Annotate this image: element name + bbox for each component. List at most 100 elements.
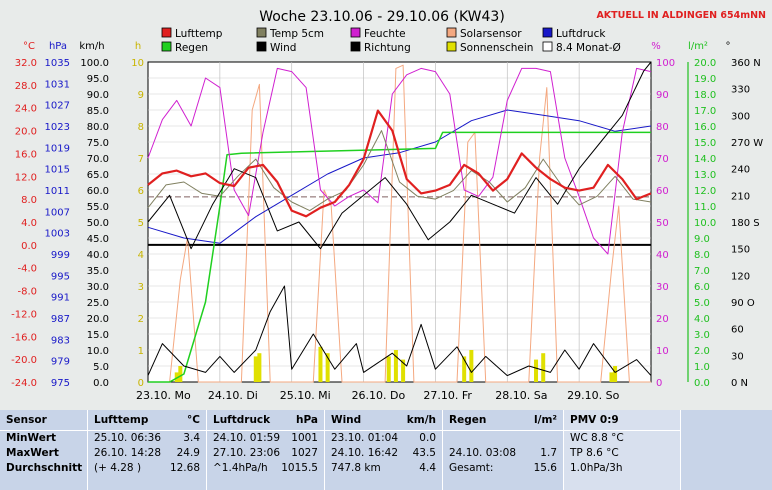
tick-h-1: 9: [138, 90, 144, 101]
tick-deg-8: 120: [731, 271, 750, 282]
x-label-6: 29.10. So: [567, 389, 619, 402]
stats-cell-value: 15.6: [533, 462, 557, 474]
tick-lm2-12: 8.0: [694, 250, 710, 261]
tick-pct-6: 40: [656, 250, 669, 261]
tick-h-4: 6: [138, 186, 144, 197]
stats-cell-value: 4.4: [419, 462, 436, 474]
tick-lm2-11: 9.0: [694, 234, 710, 245]
stats-cell-pmv-2: 1.0hPa/3h: [564, 461, 680, 476]
tick-pct-7: 30: [656, 282, 669, 293]
tick-kmh-4: 80.0: [87, 122, 109, 133]
series-line-solarsensor: [148, 64, 651, 383]
tick-hpa-3: 1023: [45, 122, 70, 133]
sunshine-bar-12: [541, 353, 546, 382]
axis-unit-2: km/h: [79, 41, 104, 52]
sunshine-bar-11: [534, 359, 539, 382]
stats-cell-sensor-0: MinWert: [0, 431, 87, 446]
legend: Lufttemp Temp 5cm Feuchte Solarsensor Luftdr…: [161, 27, 621, 54]
legend-swatch-7: [350, 41, 361, 52]
legend-label-3: Solarsensor: [460, 28, 522, 40]
tick-celsius-3: 20.0: [15, 127, 37, 138]
stats-header-label: Sensor: [6, 414, 47, 426]
stats-cell-label: 24.10. 01:59: [213, 432, 280, 444]
tick-deg-0: 360 N: [731, 58, 761, 69]
tick-hpa-1: 1031: [45, 79, 70, 90]
tick-lm2-9: 11.0: [694, 202, 716, 213]
stats-cell-label: Gesamt:: [449, 462, 494, 474]
tick-kmh-20: 0.0: [93, 378, 109, 389]
tick-hpa-13: 983: [51, 335, 70, 346]
tick-h-3: 7: [138, 154, 144, 165]
stats-cell-value: 1.7: [540, 447, 557, 459]
stats-cell-wind-1: 24.10. 16:42 43.5: [325, 446, 442, 461]
series-line-lufttemp: [147, 109, 652, 218]
tick-deg-6: 180 S: [731, 218, 760, 229]
stats-header-unit: km/h: [406, 414, 436, 426]
tick-kmh-3: 85.0: [87, 106, 109, 117]
stats-cell-regen-1: 24.10. 03:08 1.7: [443, 446, 563, 461]
tick-hpa-5: 1015: [45, 165, 70, 176]
stats-cell-label: 23.10. 01:04: [331, 432, 398, 444]
axis-unit-4: %: [651, 41, 661, 52]
axis-unit-6: °: [726, 41, 731, 52]
tick-celsius-0: 32.0: [15, 58, 37, 69]
stats-header-unit: hPa: [296, 414, 318, 426]
stats-cell-lufttemp-1: 26.10. 14:28 24.9: [88, 446, 206, 461]
stats-cell-label: 1.0hPa/3h: [570, 462, 623, 474]
tick-celsius-6: 8.0: [21, 195, 37, 206]
legend-swatch-2: [350, 27, 361, 38]
axis-unit-labels: °C hPa km/h h% l/m² °: [23, 41, 730, 52]
tick-h-2: 8: [138, 122, 144, 133]
tick-kmh-10: 50.0: [87, 218, 109, 229]
stats-cell-sensor-1: MaxWert: [0, 446, 87, 461]
tick-hpa-2: 1027: [45, 101, 70, 112]
tick-deg-7: 150: [731, 245, 750, 256]
stats-header-lufttemp: Lufttemp °C: [88, 410, 206, 431]
tick-kmh-19: 5.0: [93, 362, 109, 373]
sunshine-bar-5: [325, 353, 330, 382]
sunshine-bar-3: [257, 353, 262, 382]
series-line-temp-5cm: [147, 130, 652, 212]
stats-cell-label: 26.10. 14:28: [94, 447, 161, 459]
tick-pct-8: 20: [656, 314, 669, 325]
stats-cell-lufttemp-2: (+ 4.28 ) 12.68: [88, 461, 206, 476]
legend-label-6: Wind: [270, 42, 296, 54]
tick-pct-4: 60: [656, 186, 669, 197]
tick-h-8: 2: [138, 314, 144, 325]
stats-column-sensor: Sensor MinWert MaxWert Durchschnitt: [0, 410, 88, 490]
tick-hpa-14: 979: [51, 357, 70, 368]
stats-cell-value: 12.68: [169, 462, 200, 474]
tick-h-6: 4: [138, 250, 144, 261]
legend-label-0: Lufttemp: [175, 28, 223, 40]
stats-cell-label: TP 8.6 °C: [570, 447, 619, 459]
tick-celsius-14: -24.0: [11, 378, 37, 389]
tick-kmh-14: 30.0: [87, 282, 109, 293]
tick-kmh-9: 55.0: [87, 202, 109, 213]
stats-cell-value: 1027: [291, 447, 318, 459]
sunshine-bar-7: [393, 350, 398, 382]
tick-hpa-10: 995: [51, 271, 70, 282]
tick-lm2-6: 14.0: [694, 154, 716, 165]
stats-header-luftdruck: Luftdruck hPa: [207, 410, 324, 431]
tick-celsius-2: 24.0: [15, 104, 37, 115]
stats-cell-label: 24.10. 03:08: [449, 447, 516, 459]
tick-kmh-7: 65.0: [87, 170, 109, 181]
sunshine-bar-4: [318, 346, 323, 382]
tick-h-7: 3: [138, 282, 144, 293]
legend-label-9: 8.4 Monat-Ø: [556, 42, 621, 54]
tick-deg-5: 210: [731, 191, 750, 202]
stats-cell-value: 1001: [291, 432, 318, 444]
x-label-2: 25.10. Mi: [280, 389, 331, 402]
stats-cell-label: Durchschnitt: [6, 462, 83, 474]
tick-kmh-17: 15.0: [87, 330, 109, 341]
tick-kmh-0: 100.0: [80, 58, 109, 69]
tick-pct-1: 90: [656, 90, 669, 101]
tick-pct-5: 50: [656, 218, 669, 229]
tick-celsius-13: -20.0: [11, 355, 37, 366]
tick-hpa-7: 1007: [45, 207, 70, 218]
stats-column-regen: Regen l/m² 24.10. 03:08 1.7 Gesamt: 15.6: [443, 410, 564, 490]
location-banner: AKTUELL IN ALDINGEN 654mNN: [596, 10, 766, 21]
tick-hpa-9: 999: [51, 250, 70, 261]
x-label-3: 26.10. Do: [352, 389, 406, 402]
